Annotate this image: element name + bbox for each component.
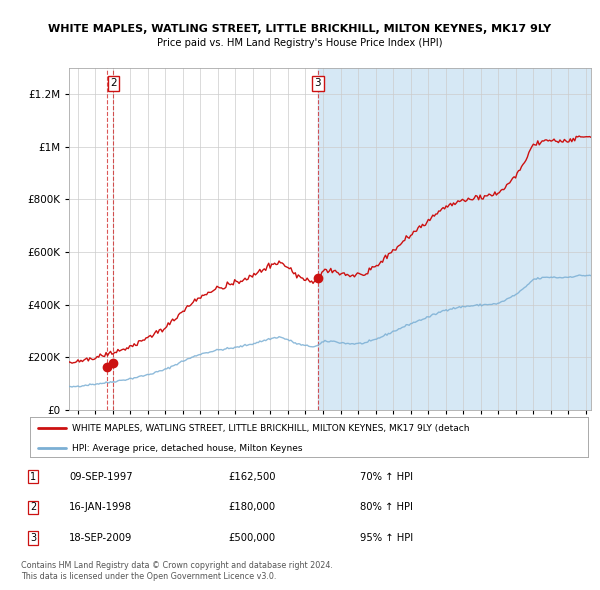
Text: 1: 1	[30, 472, 36, 481]
Text: HPI: Average price, detached house, Milton Keynes: HPI: Average price, detached house, Milt…	[72, 444, 302, 453]
Text: 16-JAN-1998: 16-JAN-1998	[69, 503, 132, 512]
Text: Contains HM Land Registry data © Crown copyright and database right 2024.: Contains HM Land Registry data © Crown c…	[21, 560, 333, 569]
Text: 70% ↑ HPI: 70% ↑ HPI	[360, 472, 413, 481]
Text: £162,500: £162,500	[228, 472, 275, 481]
Text: 95% ↑ HPI: 95% ↑ HPI	[360, 533, 413, 543]
Text: WHITE MAPLES, WATLING STREET, LITTLE BRICKHILL, MILTON KEYNES, MK17 9LY (detach: WHITE MAPLES, WATLING STREET, LITTLE BRI…	[72, 424, 469, 433]
Text: This data is licensed under the Open Government Licence v3.0.: This data is licensed under the Open Gov…	[21, 572, 277, 581]
Text: £180,000: £180,000	[228, 503, 275, 512]
Text: 80% ↑ HPI: 80% ↑ HPI	[360, 503, 413, 512]
Text: 2: 2	[110, 78, 117, 88]
Text: WHITE MAPLES, WATLING STREET, LITTLE BRICKHILL, MILTON KEYNES, MK17 9LY: WHITE MAPLES, WATLING STREET, LITTLE BRI…	[49, 24, 551, 34]
Text: 3: 3	[30, 533, 36, 543]
Text: Price paid vs. HM Land Registry's House Price Index (HPI): Price paid vs. HM Land Registry's House …	[157, 38, 443, 48]
Text: £500,000: £500,000	[228, 533, 275, 543]
Text: 18-SEP-2009: 18-SEP-2009	[69, 533, 133, 543]
Text: 09-SEP-1997: 09-SEP-1997	[69, 472, 133, 481]
Bar	[318, 68, 600, 410]
Text: 2: 2	[30, 503, 36, 512]
Text: 3: 3	[314, 78, 321, 88]
